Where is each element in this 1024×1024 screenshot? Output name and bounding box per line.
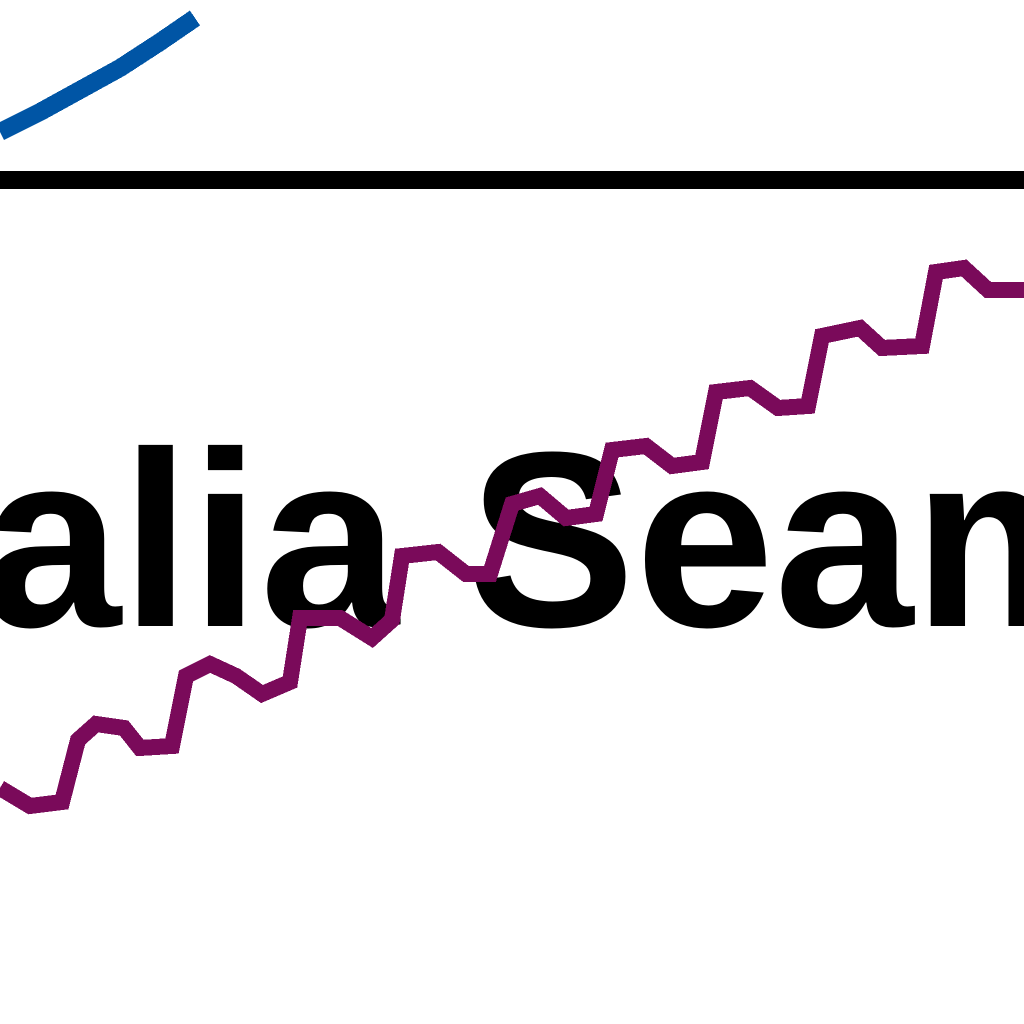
horizontal-divider (0, 171, 1024, 189)
blue-diagonal-line (0, 10, 201, 141)
large-label-text: alia Seam (0, 400, 1024, 679)
wavy-purple-line (0, 259, 1024, 815)
